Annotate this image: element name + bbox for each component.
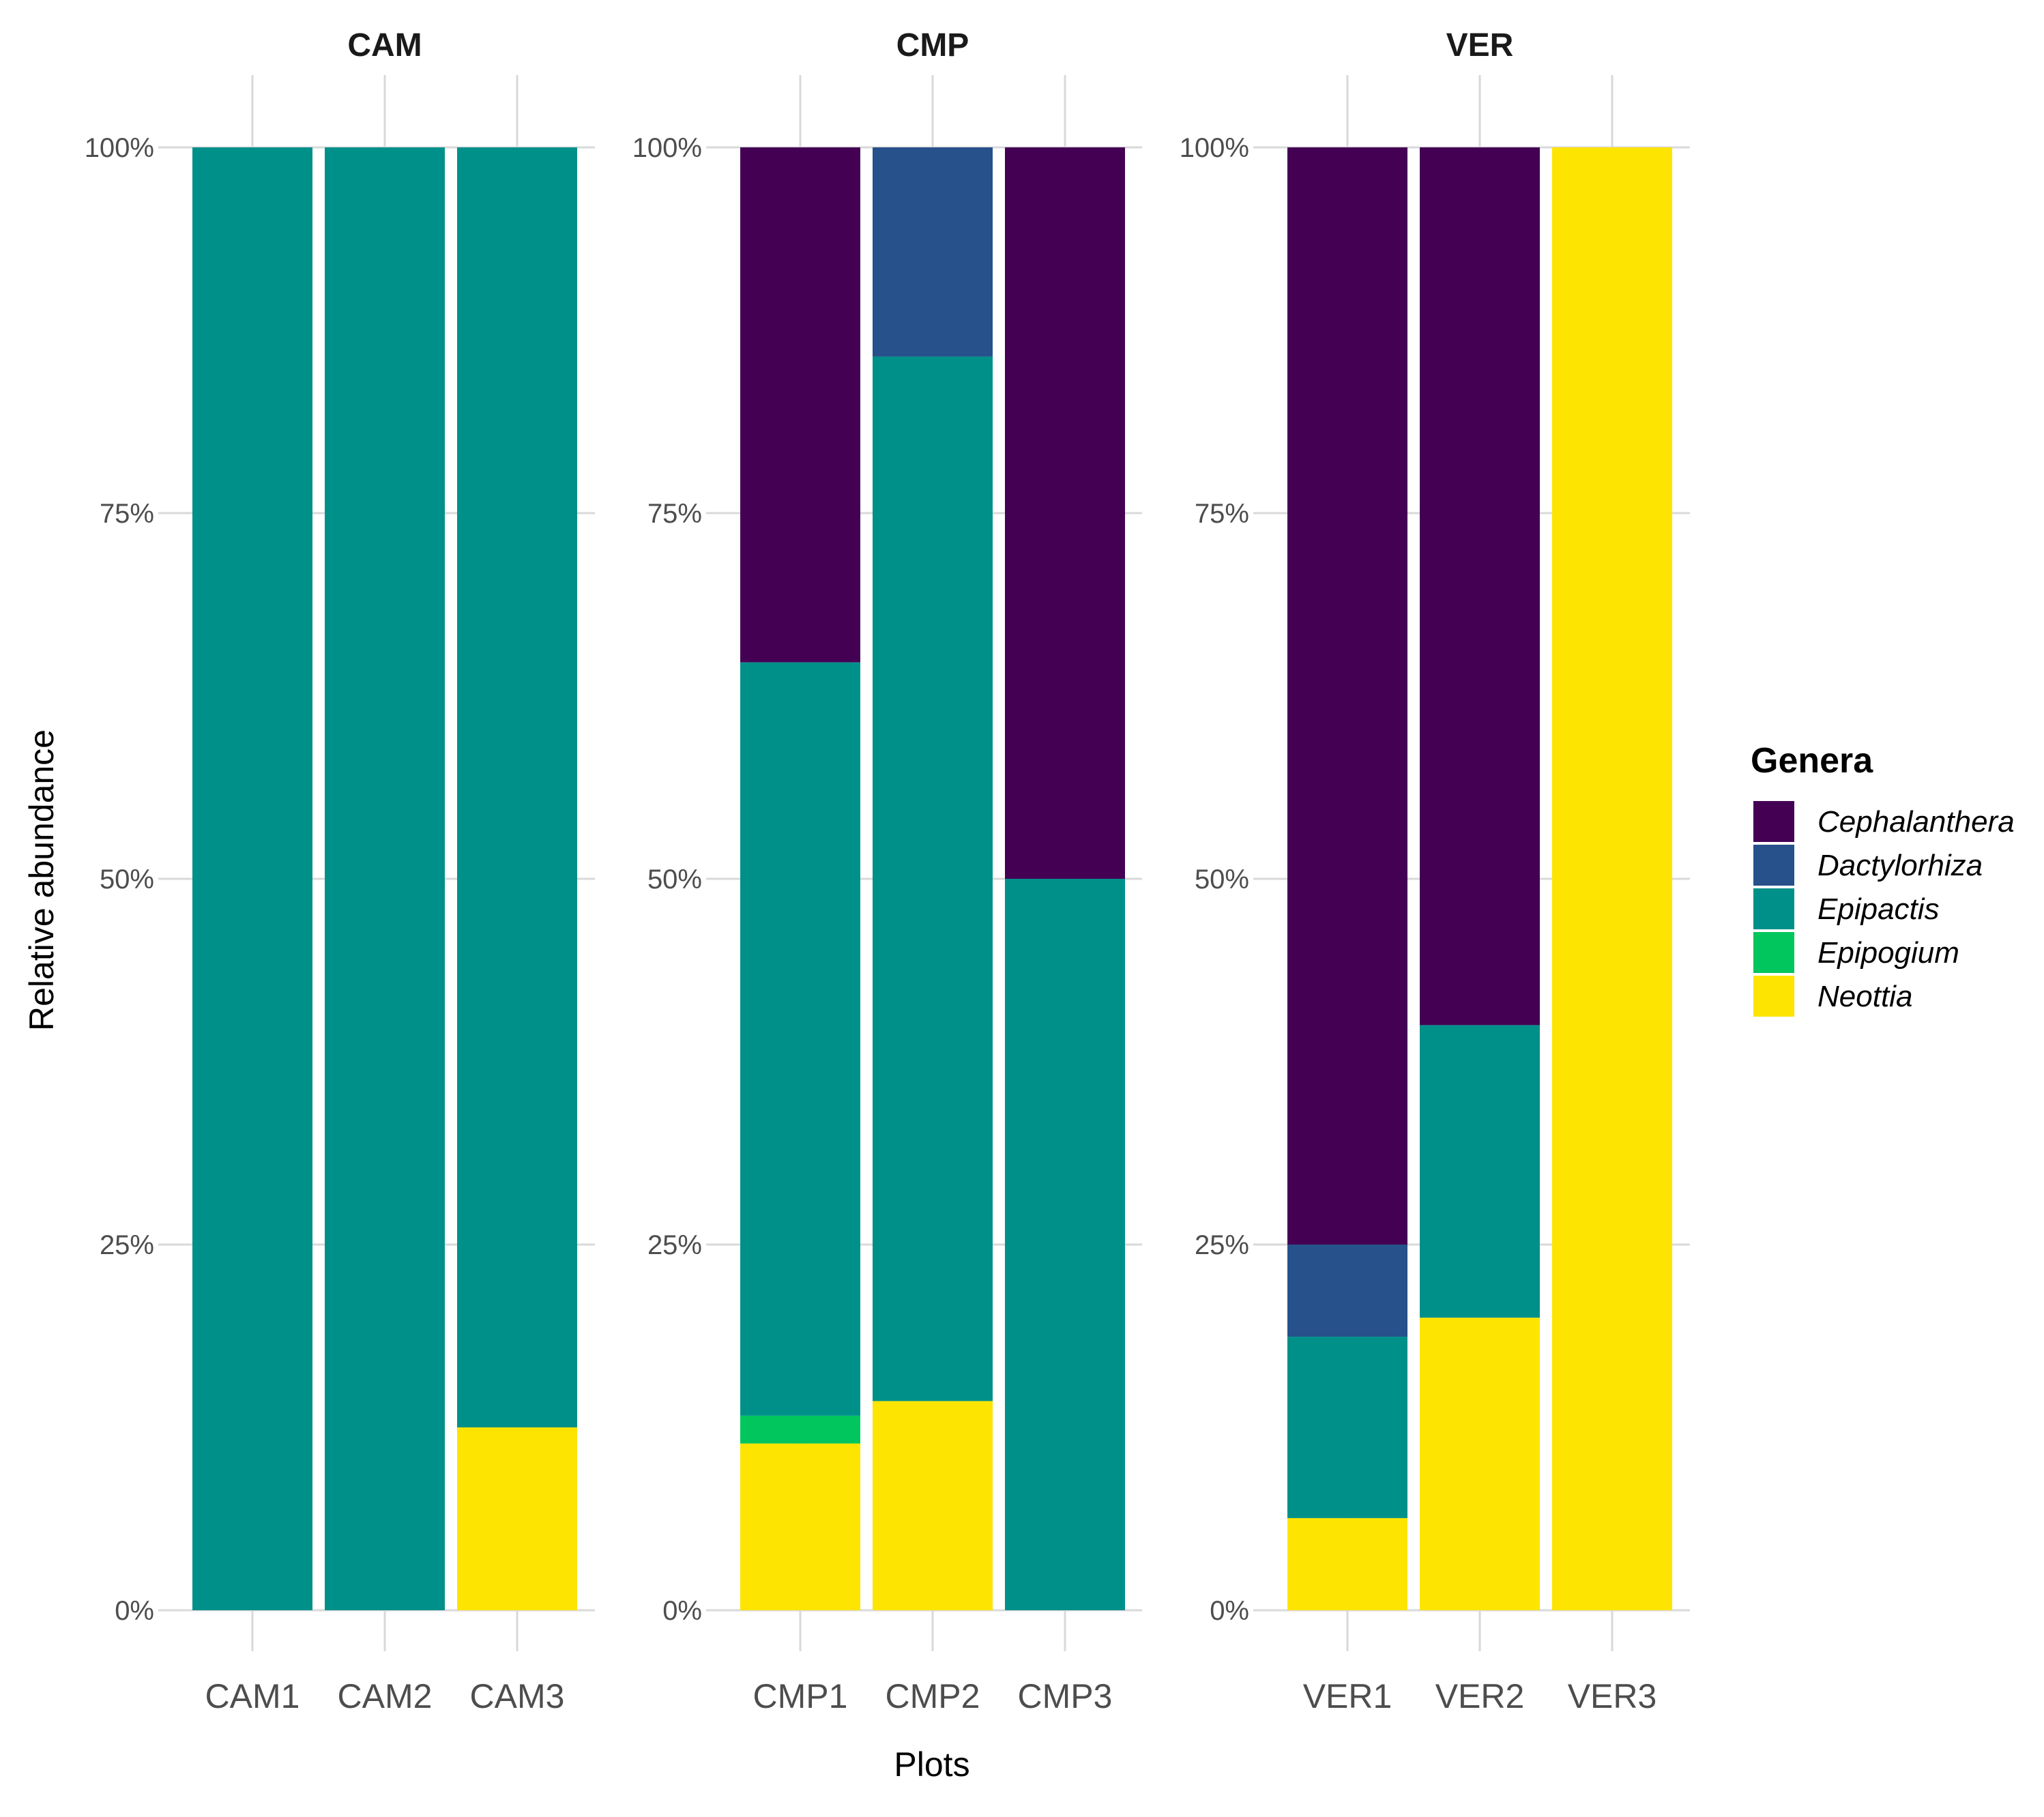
bar-segment-ver2-neottia — [1420, 1318, 1540, 1610]
legend-entries: Cephalanthera Dactylorhiza Epipactis Epipog… — [1753, 801, 2015, 1017]
bar-segment-cmp1-epipactis — [740, 662, 860, 1416]
x-tick-label: CAM1 — [205, 1677, 300, 1715]
y-tick-label: 75% — [1195, 499, 1249, 529]
y-tick-label: 50% — [100, 864, 154, 895]
y-tick-label: 100% — [1180, 133, 1249, 163]
y-tick-label: 75% — [647, 499, 702, 529]
bar-segment-cmp1-cephalanthera — [740, 147, 860, 663]
facet-cmp: CMP 0% 25% 50% 75% 100% CMP1 CMP2 CMP3 — [632, 27, 1142, 1715]
y-tick-label: 0% — [115, 1596, 154, 1626]
facet-cam: CAM 0% 25% 50% 75% 100% CAM1 CAM2 CAM3 — [85, 27, 595, 1715]
bar-segment-ver2-cephalanthera — [1420, 147, 1540, 1026]
facet-title: CAM — [347, 27, 422, 63]
legend-swatch-dactylorhiza — [1753, 845, 1794, 886]
bar-segment-cmp2-neottia — [873, 1401, 993, 1610]
facet-panels: CAM 0% 25% 50% 75% 100% CAM1 CAM2 CAM3 CMP 0% 25% 50… — [85, 27, 1690, 1715]
x-tick-label: CAM3 — [470, 1677, 565, 1715]
y-tick-label: 0% — [662, 1596, 702, 1626]
bar-segment-ver1-cephalanthera — [1287, 147, 1407, 1245]
bar-segment-cmp2-dactylorhiza — [873, 147, 993, 357]
bar-segment-ver2-epipactis — [1420, 1025, 1540, 1318]
bar-segment-cam3-epipactis — [457, 147, 577, 1427]
bar-segment-cmp3-epipactis — [1005, 879, 1125, 1610]
y-tick-label: 0% — [1210, 1596, 1249, 1626]
bar-segment-cmp1-neottia — [740, 1443, 860, 1610]
legend-label-cephalanthera: Cephalanthera — [1817, 805, 2015, 839]
x-tick-label: CMP1 — [753, 1677, 848, 1715]
legend: Genera Cephalanthera Dactylorhiza Epipacti… — [1751, 741, 2015, 1017]
facet-title: VER — [1446, 27, 1514, 63]
x-tick-label: CMP2 — [886, 1677, 980, 1715]
y-tick-label: 100% — [85, 133, 154, 163]
bar-segment-ver1-dactylorhiza — [1287, 1245, 1407, 1337]
x-tick-label: VER1 — [1303, 1677, 1392, 1715]
bar-segment-cam2-epipactis — [325, 147, 445, 1610]
bar-segment-cam1-epipactis — [192, 147, 312, 1610]
x-tick-label: CMP3 — [1018, 1677, 1113, 1715]
bar-segment-cmp3-cephalanthera — [1005, 147, 1125, 879]
bar-segment-cmp2-epipactis — [873, 356, 993, 1401]
facet-ver: VER 0% 25% 50% 75% 100% VER1 VER2 VER3 — [1180, 27, 1690, 1715]
legend-swatch-epipogium — [1753, 932, 1794, 973]
y-tick-label: 25% — [647, 1230, 702, 1260]
x-tick-label: VER3 — [1568, 1677, 1657, 1715]
legend-label-epipogium: Epipogium — [1817, 936, 1959, 970]
y-tick-label: 50% — [1195, 864, 1249, 895]
legend-title: Genera — [1751, 741, 1873, 781]
y-tick-label: 25% — [1195, 1230, 1249, 1260]
y-tick-label: 100% — [632, 133, 702, 163]
y-axis-title: Relative abundance — [23, 729, 61, 1031]
bar-segment-ver1-neottia — [1287, 1517, 1407, 1610]
x-axis-title: Plots — [894, 1745, 969, 1784]
y-tick-label: 50% — [647, 864, 702, 895]
bar-segment-ver3-neottia — [1552, 147, 1672, 1610]
facet-title: CMP — [896, 27, 969, 63]
legend-swatch-cephalanthera — [1753, 801, 1794, 842]
bar-segment-cam3-neottia — [457, 1427, 577, 1610]
y-tick-label: 25% — [100, 1230, 154, 1260]
legend-label-epipactis: Epipactis — [1817, 892, 1940, 926]
legend-swatch-neottia — [1753, 976, 1794, 1017]
x-tick-label: VER2 — [1435, 1677, 1525, 1715]
x-tick-label: CAM2 — [338, 1677, 433, 1715]
bar-segment-ver1-epipactis — [1287, 1337, 1407, 1518]
bar-segment-cmp1-epipogium — [740, 1415, 860, 1444]
legend-swatch-epipactis — [1753, 888, 1794, 929]
legend-label-neottia: Neottia — [1817, 980, 1912, 1013]
y-tick-label: 75% — [100, 499, 154, 529]
legend-label-dactylorhiza: Dactylorhiza — [1817, 849, 1983, 882]
